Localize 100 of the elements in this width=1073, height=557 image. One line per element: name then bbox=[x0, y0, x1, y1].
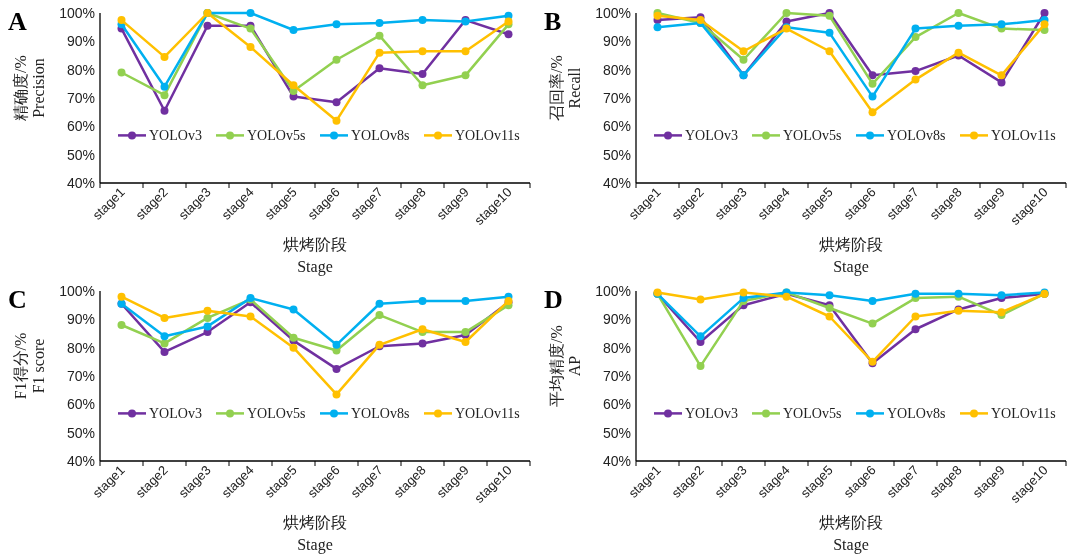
point bbox=[117, 292, 126, 301]
point bbox=[911, 67, 920, 76]
y-tick-label: 100% bbox=[595, 5, 631, 21]
x-axis-title: 烘烤阶段 Stage bbox=[819, 514, 883, 554]
y-tick-label: 60% bbox=[602, 118, 631, 135]
point bbox=[1040, 9, 1049, 17]
point bbox=[696, 362, 705, 371]
y-tick-label: 80% bbox=[602, 339, 631, 356]
point bbox=[868, 319, 877, 328]
chart-title: A bbox=[8, 7, 27, 36]
point bbox=[246, 43, 255, 51]
y-tick-label: 40% bbox=[66, 175, 95, 191]
point bbox=[332, 116, 341, 125]
y-axis-title: 平均精度/% AP bbox=[548, 325, 583, 407]
point bbox=[418, 16, 427, 25]
y-tick-label: 40% bbox=[66, 453, 95, 469]
y-tick-label: 60% bbox=[66, 118, 95, 135]
legend-label: YOLOv8s bbox=[887, 406, 946, 422]
point bbox=[332, 340, 341, 349]
point bbox=[911, 325, 920, 334]
point bbox=[160, 347, 169, 356]
point bbox=[246, 9, 255, 17]
legend-label: YOLOv3 bbox=[685, 128, 738, 144]
point bbox=[117, 16, 126, 25]
point bbox=[954, 21, 963, 30]
point bbox=[461, 71, 470, 80]
point bbox=[375, 31, 384, 40]
legend-label: YOLOv5s bbox=[783, 128, 842, 144]
point bbox=[160, 332, 169, 341]
legend-label: YOLOv5s bbox=[247, 128, 306, 144]
y-tick-label: 100% bbox=[59, 5, 95, 21]
point bbox=[997, 78, 1006, 87]
point bbox=[418, 69, 427, 78]
point bbox=[332, 364, 341, 373]
point bbox=[246, 312, 255, 321]
x-axis-title: 烘烤阶段 Stage bbox=[283, 236, 347, 276]
y-tick-label: 90% bbox=[66, 311, 95, 328]
point bbox=[203, 306, 212, 315]
legend-label: YOLOv3 bbox=[149, 128, 202, 144]
point bbox=[117, 68, 126, 77]
point bbox=[911, 24, 920, 33]
y-tick-label: 100% bbox=[595, 283, 631, 299]
point bbox=[739, 47, 748, 56]
point bbox=[868, 92, 877, 101]
point bbox=[418, 296, 427, 305]
point bbox=[375, 64, 384, 73]
point bbox=[332, 98, 341, 107]
legend-label: YOLOv5s bbox=[783, 406, 842, 422]
point bbox=[203, 313, 212, 322]
legend-label: YOLOv3 bbox=[685, 406, 738, 422]
point bbox=[418, 339, 427, 348]
point bbox=[203, 21, 212, 30]
point bbox=[868, 296, 877, 305]
y-tick-label: 70% bbox=[66, 368, 95, 384]
y-tick-label: 80% bbox=[602, 61, 631, 78]
y-tick-label: 40% bbox=[602, 175, 631, 191]
y-tick-label: 60% bbox=[602, 396, 631, 413]
legend-label: YOLOv11s bbox=[455, 128, 520, 144]
point bbox=[911, 312, 920, 321]
point bbox=[739, 288, 748, 297]
point bbox=[911, 33, 920, 42]
point bbox=[418, 47, 427, 56]
point bbox=[160, 106, 169, 115]
y-tick-label: 90% bbox=[602, 33, 631, 50]
y-tick-label: 70% bbox=[602, 90, 631, 106]
point bbox=[332, 390, 341, 399]
chart-title: C bbox=[8, 285, 27, 314]
point bbox=[203, 322, 212, 331]
legend-label: YOLOv11s bbox=[991, 128, 1056, 144]
point bbox=[739, 55, 748, 64]
point bbox=[160, 91, 169, 100]
y-tick-label: 90% bbox=[66, 33, 95, 50]
legend-label: YOLOv3 bbox=[149, 406, 202, 422]
point bbox=[825, 312, 834, 321]
y-tick-label: 90% bbox=[602, 311, 631, 328]
point bbox=[696, 332, 705, 341]
legend-label: YOLOv8s bbox=[351, 406, 410, 422]
y-axis-title: 精确度/% Precision bbox=[12, 55, 47, 121]
y-tick-label: 50% bbox=[602, 424, 631, 441]
point bbox=[825, 47, 834, 56]
point bbox=[504, 30, 513, 39]
point bbox=[825, 291, 834, 300]
y-tick-label: 40% bbox=[602, 453, 631, 469]
y-axis-title: 召回率/% Recall bbox=[548, 55, 583, 121]
point bbox=[375, 299, 384, 308]
y-tick-label: 100% bbox=[59, 283, 95, 299]
point bbox=[332, 20, 341, 29]
point bbox=[868, 108, 877, 117]
point bbox=[696, 295, 705, 304]
point bbox=[868, 71, 877, 80]
point bbox=[653, 23, 662, 32]
y-tick-label: 50% bbox=[602, 146, 631, 163]
y-tick-label: 70% bbox=[602, 368, 631, 384]
legend-label: YOLOv11s bbox=[991, 406, 1056, 422]
point bbox=[289, 81, 298, 90]
point bbox=[289, 26, 298, 34]
x-axis-title: 烘烤阶段 Stage bbox=[283, 514, 347, 554]
y-axis-title: F1得分/% F1 score bbox=[12, 332, 47, 400]
legend-label: YOLOv8s bbox=[887, 128, 946, 144]
point bbox=[160, 313, 169, 322]
